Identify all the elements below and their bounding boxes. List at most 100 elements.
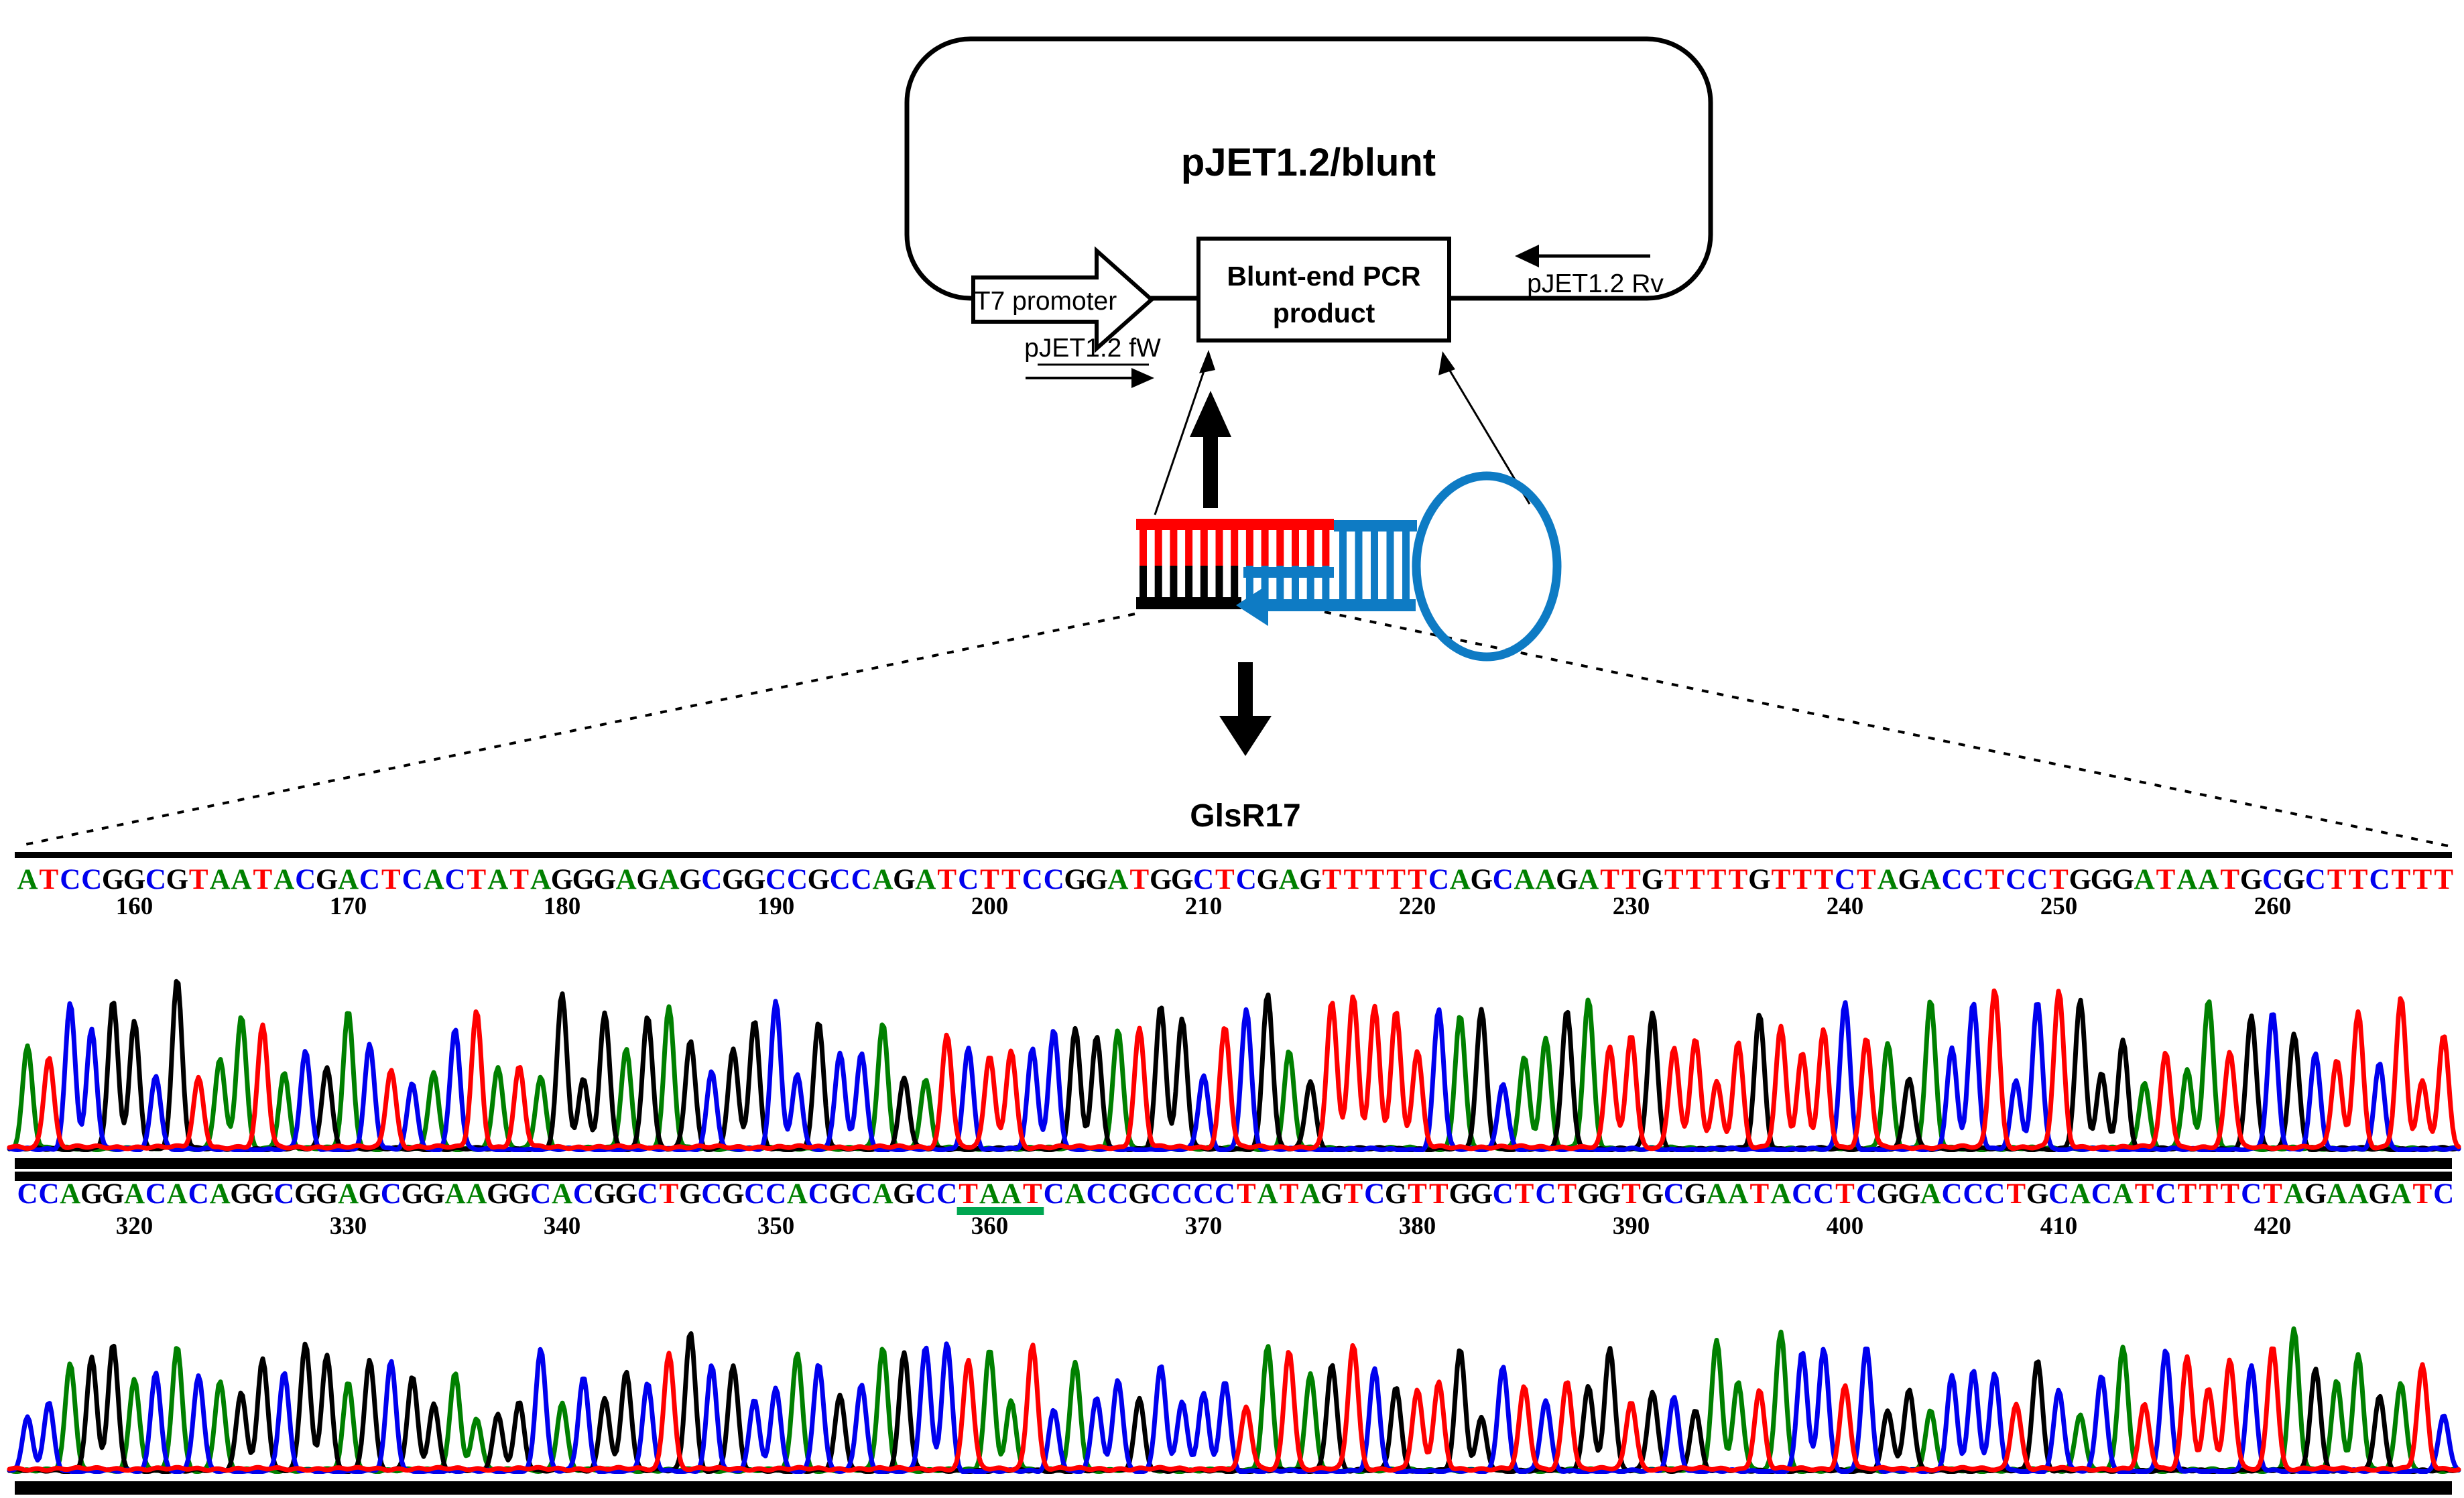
sequence-base: A [2113, 1178, 2134, 1210]
sequence-base: G [743, 864, 765, 895]
sequence-base: T [1792, 864, 1812, 895]
sequence-base: A [424, 864, 444, 895]
sequence-base: C [145, 864, 166, 895]
sequence-base: C [81, 864, 102, 895]
sequence-base: G [166, 864, 188, 895]
sequence-base: T [1771, 864, 1790, 895]
position-tick-label: 420 [2254, 1212, 2292, 1240]
sequence-base: C [1835, 864, 1855, 895]
ligation-up-arrow-icon [1190, 391, 1231, 508]
hairpin-loop [1412, 471, 1562, 662]
sequence-base: C [1172, 1178, 1192, 1210]
sequence-base: T [2263, 1178, 2282, 1210]
sequence-base: G [615, 1178, 637, 1210]
hairpin-vector-bar [1136, 597, 1241, 609]
sequence-base: A [17, 864, 38, 895]
sequence-base: C [2155, 1178, 2176, 1210]
sequence-base: G [893, 1178, 915, 1210]
position-tick-label: 360 [971, 1212, 1009, 1240]
sequence-base: A [915, 864, 936, 895]
sequence-base: G [1449, 1178, 1471, 1210]
sequence-base: G [1684, 1178, 1706, 1210]
sequence-base: G [808, 864, 830, 895]
chromatogram-trace-T [7, 1343, 2461, 1473]
sequence-base: T [1322, 864, 1342, 895]
hairpin-rung-black [1170, 566, 1178, 599]
sequence-base: T [1215, 864, 1235, 895]
position-tick-label: 390 [1613, 1212, 1650, 1240]
sequence-base: G [359, 1178, 381, 1210]
sequence-base: G [679, 1178, 701, 1210]
hairpin-rung-red [1292, 530, 1299, 566]
hairpin-rung-black [1139, 566, 1147, 599]
sequence-base: G [2368, 1178, 2390, 1210]
sequence-base: T [40, 864, 59, 895]
sequence-base: A [2134, 864, 2155, 895]
sequence-base: T [1686, 864, 1705, 895]
sequence-base: G [1171, 864, 1193, 895]
sequence-base: C [1963, 1178, 1983, 1210]
sequence-base: T [1729, 864, 1748, 895]
sequence-base: G [594, 1178, 616, 1210]
sequence-base: T [937, 864, 957, 895]
hairpin-rung-black [1215, 566, 1223, 599]
sequence-base: C [1428, 864, 1449, 895]
forward-primer-arrowhead-icon [1131, 368, 1154, 388]
hairpin-rung-black [1231, 566, 1239, 599]
sequence-base: C [530, 1178, 551, 1210]
sequence-base: A [487, 864, 508, 895]
sequence-base: G [2283, 864, 2305, 895]
sequence-base: G [294, 1178, 316, 1210]
sequence-base: T [1621, 864, 1641, 895]
sequence-base: G [251, 1178, 273, 1210]
separator-bar-bottom [15, 1481, 2452, 1495]
sequence-base: C [851, 1178, 872, 1210]
sequence-base: A [1770, 1178, 1791, 1210]
sequence-base: G [594, 864, 616, 895]
sequence-base: G [1642, 1178, 1664, 1210]
sequence-base: A [872, 864, 893, 895]
sequence-base: C [2433, 1178, 2454, 1210]
hairpin-rung-red [1276, 530, 1284, 566]
sequence-base: G [1320, 1178, 1343, 1210]
sequence-base: T [1600, 864, 1619, 895]
hairpin-new-strand-bar [1136, 519, 1334, 530]
position-tick-label: 230 [1613, 893, 1650, 920]
separator-bar-mid-1 [15, 1158, 2452, 1169]
sequence-base: G [572, 864, 595, 895]
sequence-base: C [1813, 1178, 1834, 1210]
sequence-base: C [765, 864, 786, 895]
sequence-base: T [1365, 864, 1384, 895]
sequence-base: A [1514, 864, 1534, 895]
sequence-base: G [316, 864, 338, 895]
sequence-base: G [1898, 1178, 1920, 1210]
hairpin-template-bottom-bar [1266, 599, 1416, 611]
sequence-base: A [872, 1178, 893, 1210]
sequence-base: C [1364, 1178, 1385, 1210]
sequence-base: G [893, 864, 915, 895]
sequence-base: A [616, 864, 637, 895]
sequence-base: C [958, 864, 979, 895]
sequence-base: A [124, 1178, 145, 1210]
sequence-base: G [636, 864, 658, 895]
sequence-base: T [2006, 1178, 2026, 1210]
sequence-base: T [1386, 864, 1406, 895]
position-tick-label: 330 [330, 1212, 367, 1240]
sequence-base: G [401, 1178, 423, 1210]
sequence-row-1: A T C C GG C G T A A T A C G A C T C A C T A T A GGG A G A G C GG C C G C C… [17, 864, 2453, 920]
sequence-base: C [1193, 864, 1214, 895]
position-tick-label: 350 [757, 1212, 795, 1240]
sequence-base: A [530, 864, 551, 895]
sequence-base: T [381, 864, 401, 895]
sequence-base: T [2178, 1178, 2197, 1210]
sequence-base: C [1086, 1178, 1107, 1210]
sequence-base: A [2284, 1178, 2304, 1210]
separator-bar-top [15, 852, 2452, 858]
sequence-base: G [1385, 1178, 1407, 1210]
sequence-base: A [2390, 1178, 2411, 1210]
sequence-base: G [1642, 864, 1664, 895]
position-tick-label: 370 [1185, 1212, 1223, 1240]
hairpin-rung-red [1261, 530, 1269, 566]
sequence-base: C [17, 1178, 38, 1210]
sequence-base: G [508, 1178, 530, 1210]
